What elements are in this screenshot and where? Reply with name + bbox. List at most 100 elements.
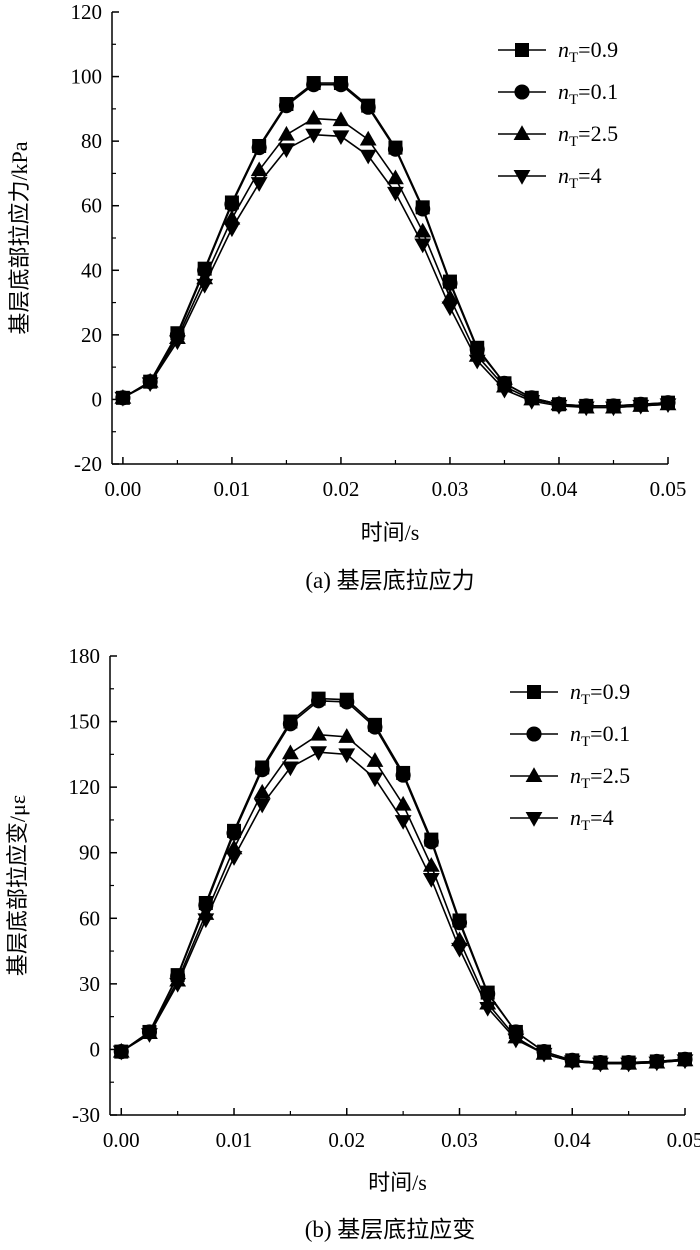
y-tick-label: -30 [72, 1103, 100, 1127]
data-point [395, 767, 411, 783]
data-point [250, 161, 268, 177]
legend-label: nT=0.1 [558, 79, 618, 108]
data-point [496, 383, 513, 399]
data-point [441, 288, 459, 304]
legend-label: nT=4 [570, 805, 614, 834]
y-tick-label: 60 [79, 906, 100, 930]
legend-label: nT=2.5 [570, 763, 630, 792]
x-tick-label: 0.05 [667, 1128, 700, 1152]
y-tick-label: 120 [71, 0, 103, 24]
data-point [422, 857, 440, 872]
data-point [225, 851, 243, 866]
y-tick-label: 90 [79, 841, 100, 865]
series-square [114, 691, 692, 1070]
legend-marker [515, 43, 529, 57]
data-point [414, 222, 432, 238]
x-tick-label: 0.01 [214, 477, 251, 501]
data-point [281, 761, 299, 777]
data-point [620, 1057, 638, 1073]
series-line [120, 697, 686, 1064]
legend-marker [525, 767, 543, 782]
data-point [423, 834, 439, 850]
data-point [311, 693, 327, 709]
y-tick-label: 120 [69, 775, 101, 799]
legend-marker [513, 125, 531, 140]
legend-marker [514, 84, 530, 100]
data-point [254, 762, 270, 778]
y-axis-title: 基层底部拉应力/kPa [7, 141, 32, 334]
x-axis-title: 时间/s [361, 520, 420, 545]
data-point [366, 772, 384, 788]
data-point [441, 301, 459, 317]
data-point [648, 1056, 666, 1072]
data-point [332, 130, 350, 146]
data-point [359, 149, 377, 165]
data-point [360, 99, 376, 115]
x-tick-label: 0.05 [650, 477, 687, 501]
data-point [281, 744, 299, 760]
data-point [451, 915, 468, 931]
y-axis-title: 基层底部拉应变/με [5, 795, 30, 976]
legend-label: nT=0.1 [570, 721, 630, 750]
figure-caption: (a) 基层底拉应力 [305, 568, 474, 593]
series-triangle-down [112, 746, 694, 1073]
y-tick-label: 20 [81, 323, 102, 347]
data-point [507, 1033, 525, 1049]
y-tick-label: 100 [71, 65, 103, 89]
legend: nT=0.9 nT=0.1 nT=2.5 nT=4 [498, 37, 618, 192]
legend-label: nT=0.9 [558, 37, 618, 66]
data-point [196, 278, 214, 294]
data-point [480, 986, 496, 1002]
data-point [253, 783, 271, 799]
legend: nT=0.9 nT=0.1 nT=2.5 nT=4 [510, 679, 630, 834]
data-point [306, 77, 322, 93]
legend-marker [513, 170, 531, 185]
data-point [278, 98, 294, 114]
data-point [226, 825, 242, 841]
data-point [605, 401, 622, 417]
data-point [659, 398, 677, 414]
data-point [197, 913, 215, 929]
y-tick-label: 40 [81, 258, 102, 282]
data-point [414, 238, 432, 254]
data-point [577, 401, 595, 417]
data-point [223, 222, 241, 238]
data-point [310, 746, 327, 761]
legend-label: nT=4 [558, 163, 602, 192]
data-point [632, 399, 650, 415]
y-tick-label: 0 [90, 1037, 101, 1061]
data-point [333, 77, 349, 93]
data-point [253, 798, 271, 814]
data-point [278, 125, 295, 141]
data-point [278, 143, 295, 158]
data-point [112, 1045, 130, 1061]
data-point [169, 335, 186, 351]
chart-b: -30 0 30 60 90 120 150 180 0.00 0.01 0.02 0.03 0.04 0… [5, 644, 700, 1242]
data-point [339, 694, 355, 710]
series-line [120, 699, 686, 1064]
data-point [387, 169, 404, 185]
data-point [169, 977, 187, 993]
data-point [592, 1057, 609, 1073]
data-point [523, 395, 541, 410]
data-point [305, 109, 323, 125]
x-tick-label: 0.00 [105, 477, 142, 501]
series-circle [113, 693, 693, 1071]
data-point [338, 728, 356, 743]
y-tick-label: 150 [69, 710, 101, 734]
data-point [114, 391, 132, 407]
legend-label: nT=2.5 [558, 121, 618, 150]
figure-caption: (b) 基层底拉应变 [305, 1217, 476, 1242]
x-tick-label: 0.01 [216, 1128, 253, 1152]
data-point [310, 725, 327, 741]
y-tick-label: 60 [81, 194, 102, 218]
data-point [451, 931, 468, 947]
data-point [305, 128, 323, 144]
series-triangle-down [114, 128, 677, 417]
x-tick-label: 0.02 [323, 477, 360, 501]
data-point [251, 140, 267, 156]
data-point [563, 1055, 581, 1071]
y-tick-label: 0 [92, 387, 103, 411]
data-point [394, 795, 412, 811]
